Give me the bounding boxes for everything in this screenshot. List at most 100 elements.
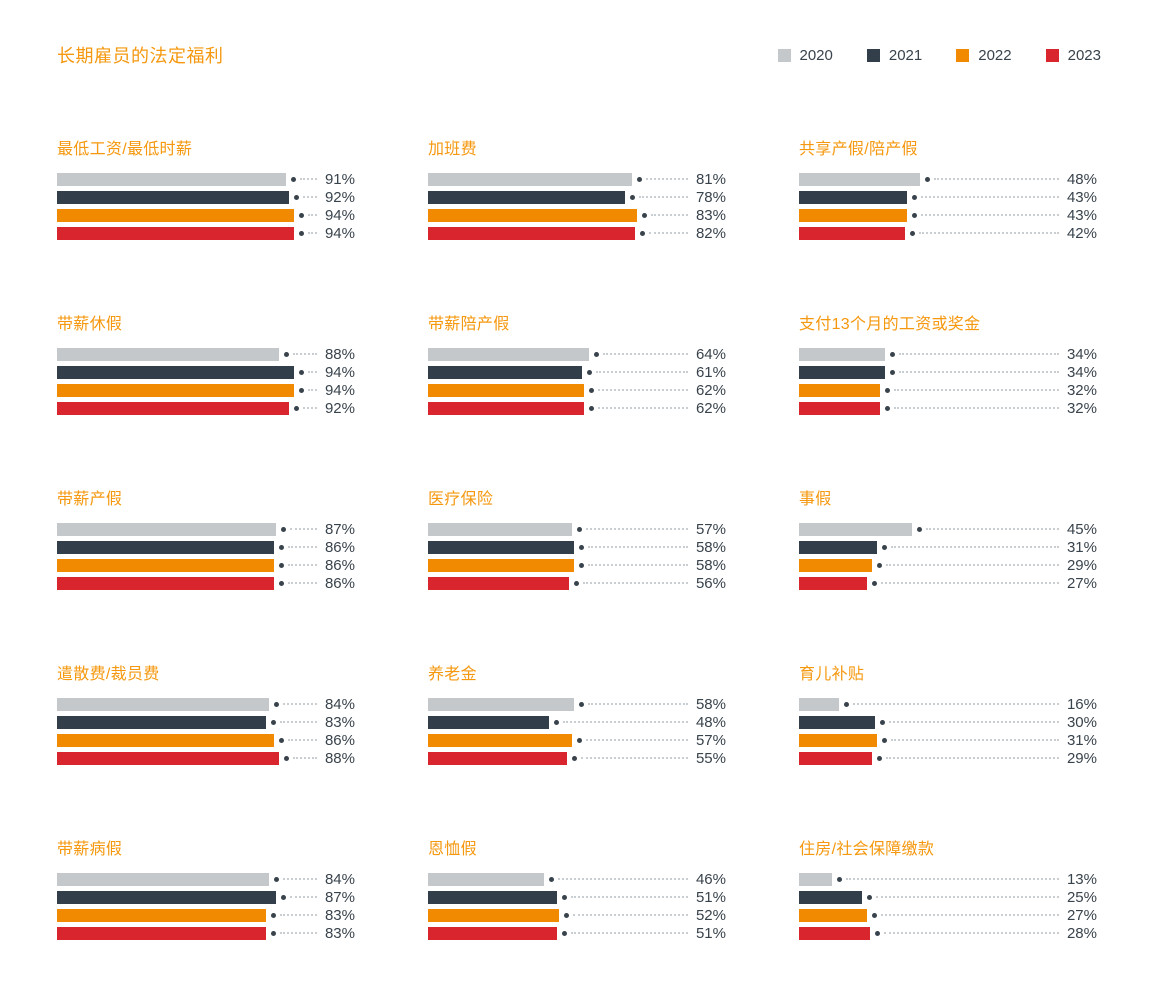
bar-row-2022: 83% xyxy=(428,207,726,224)
mini-bar-chart: 事假 45% 31% 29% 27% xyxy=(799,490,1097,592)
bar-end-dot xyxy=(889,352,895,357)
bar-row-2021: 31% xyxy=(799,539,1097,556)
leader-line xyxy=(891,546,1059,548)
bar-end-dot xyxy=(629,195,635,200)
value-label: 52% xyxy=(695,907,726,924)
value-label: 81% xyxy=(695,171,726,188)
bar-track xyxy=(799,191,1059,204)
bar-row-2020: 13% xyxy=(799,871,1097,888)
value-label: 83% xyxy=(324,925,355,942)
bar-end-dot xyxy=(579,545,585,550)
leader-line xyxy=(886,757,1059,759)
bar-track xyxy=(799,577,1059,590)
bar-track xyxy=(799,891,1059,904)
bar-end-dot xyxy=(874,931,880,936)
mini-bar-chart: 最低工资/最低时薪 91% 92% 94% 94% xyxy=(57,140,355,242)
bar-2022 xyxy=(57,559,274,572)
mini-bar-chart: 住房/社会保障缴款 13% 25% 27% 28% xyxy=(799,840,1097,942)
legend-swatch-2020 xyxy=(777,48,791,62)
chart-title: 恩恤假 xyxy=(428,841,477,858)
bar-end-dot xyxy=(273,702,279,707)
bar-end-dot xyxy=(281,895,287,900)
bar-row-2020: 88% xyxy=(57,346,355,363)
bar-row-2021: 25% xyxy=(799,889,1097,906)
mini-bar-chart: 共享产假/陪产假 48% 43% 43% 42% xyxy=(799,140,1097,242)
value-label: 16% xyxy=(1066,696,1097,713)
bar-end-dot xyxy=(298,213,304,218)
bar-2022 xyxy=(799,209,908,222)
legend-swatch-2022 xyxy=(956,48,970,62)
value-label: 51% xyxy=(695,889,726,906)
value-label: 87% xyxy=(324,889,355,906)
bar-2020 xyxy=(57,173,287,186)
legend-item-2023: 2023 xyxy=(1045,47,1101,64)
leader-line xyxy=(648,232,688,234)
bar-row-2022: 43% xyxy=(799,207,1097,224)
leader-line xyxy=(893,407,1059,409)
bar-end-dot xyxy=(589,406,595,411)
leader-line xyxy=(292,353,317,355)
value-label: 92% xyxy=(324,189,355,206)
bar-2022 xyxy=(428,909,560,922)
legend-item-2021: 2021 xyxy=(866,47,922,64)
bar-end-dot xyxy=(273,877,279,882)
bar-end-dot xyxy=(872,913,878,918)
bar-track xyxy=(57,209,317,222)
bar-row-2022: 58% xyxy=(428,557,726,574)
bar-end-dot xyxy=(912,195,918,200)
bar-row-2022: 94% xyxy=(57,382,355,399)
value-label: 29% xyxy=(1066,750,1097,767)
value-label: 94% xyxy=(324,364,355,381)
bar-track xyxy=(57,541,317,554)
bar-2023 xyxy=(57,752,279,765)
bar-2023 xyxy=(57,927,267,940)
leader-line xyxy=(307,371,317,373)
bar-2021 xyxy=(799,366,885,379)
value-label: 58% xyxy=(695,557,726,574)
chart-title: 事假 xyxy=(799,491,832,508)
leader-line xyxy=(570,896,688,898)
bar-end-dot xyxy=(281,527,287,532)
bar-2023 xyxy=(428,752,567,765)
bar-track xyxy=(799,559,1059,572)
bar-2021 xyxy=(428,716,549,729)
value-label: 83% xyxy=(324,907,355,924)
leader-line xyxy=(280,721,317,723)
bar-2021 xyxy=(57,541,274,554)
bar-2020 xyxy=(428,173,633,186)
leader-line xyxy=(845,878,1059,880)
bar-row-2023: 92% xyxy=(57,400,355,417)
leader-line xyxy=(557,878,688,880)
bar-2022 xyxy=(799,909,868,922)
bar-end-dot xyxy=(561,895,567,900)
bar-row-2022: 52% xyxy=(428,907,726,924)
bar-end-dot xyxy=(872,581,878,586)
value-label: 27% xyxy=(1066,907,1097,924)
bar-track xyxy=(57,873,317,886)
value-label: 88% xyxy=(324,346,355,363)
bar-end-dot xyxy=(283,756,289,761)
bar-track xyxy=(799,752,1059,765)
leader-line xyxy=(891,739,1059,741)
bar-2020 xyxy=(428,523,572,536)
bar-row-2021: 94% xyxy=(57,364,355,381)
bar-end-dot xyxy=(879,720,885,725)
value-label: 83% xyxy=(324,714,355,731)
bar-2023 xyxy=(428,927,557,940)
value-label: 94% xyxy=(324,225,355,242)
leader-line xyxy=(585,739,688,741)
value-label: 28% xyxy=(1066,925,1097,942)
leader-line xyxy=(886,564,1059,566)
value-label: 61% xyxy=(695,364,726,381)
bar-end-dot xyxy=(298,388,304,393)
bar-track xyxy=(799,716,1059,729)
chart-title: 带薪产假 xyxy=(57,491,123,508)
bar-track xyxy=(799,927,1059,940)
bar-row-2020: 64% xyxy=(428,346,726,363)
bar-2023 xyxy=(428,227,635,240)
leader-line xyxy=(580,757,688,759)
bar-2021 xyxy=(428,366,582,379)
chart-title: 遣散费/裁员费 xyxy=(57,666,160,683)
bar-row-2022: 86% xyxy=(57,557,355,574)
leader-line xyxy=(307,232,317,234)
